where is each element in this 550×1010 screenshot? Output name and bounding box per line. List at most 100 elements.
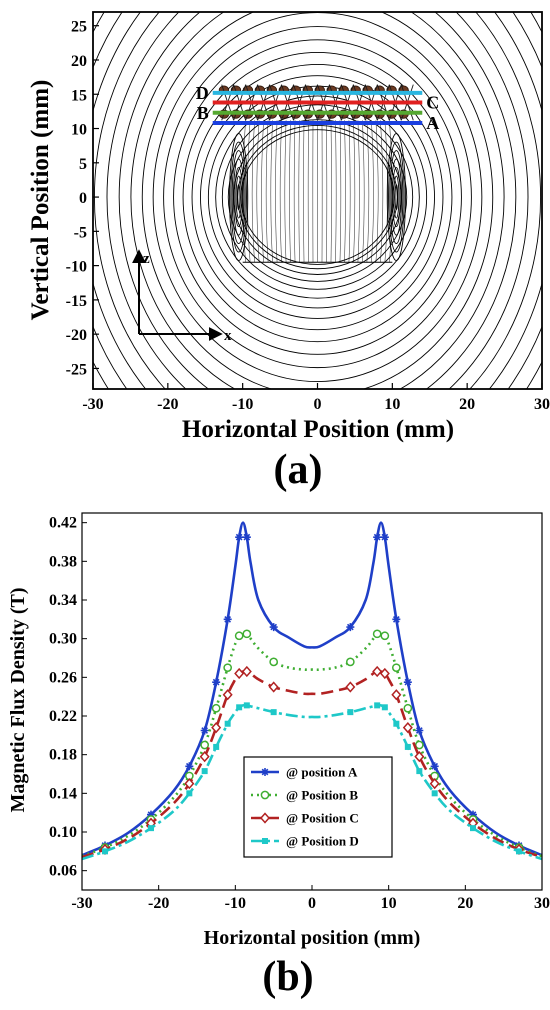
series-marker: [345, 657, 355, 667]
series-marker: [381, 704, 388, 711]
series-marker: [269, 623, 278, 632]
series-marker: [347, 709, 354, 716]
coordinate-axes-indicator: z x: [132, 249, 232, 344]
series-marker: [199, 750, 210, 763]
core-line: [284, 120, 287, 263]
position-label-d: D: [196, 83, 209, 103]
legend-marker: [261, 768, 269, 776]
series-marker: [201, 768, 208, 775]
plot-a-y-label: Vertical Position (mm): [27, 80, 54, 321]
legend-label: @ Position C: [286, 811, 359, 826]
core-line: [279, 120, 282, 263]
position-label-c: C: [426, 92, 439, 112]
field-loop: [230, 141, 247, 253]
y-tick-label: 0.22: [49, 708, 77, 725]
core-line: [353, 120, 356, 263]
series-marker: [270, 709, 277, 716]
core-line: [247, 120, 251, 263]
x-tick-label: 30: [534, 895, 550, 912]
magnet-core: [242, 120, 393, 263]
plot-a-x-label: Horizontal Position (mm): [182, 416, 454, 443]
series-marker: [223, 615, 232, 624]
field-loop: [231, 150, 246, 245]
field-line: [215, 95, 420, 299]
field-loop: [389, 150, 404, 245]
field-lines: [93, 12, 542, 389]
x-axis-label: x: [224, 328, 232, 344]
series-marker: [234, 631, 244, 641]
field-line: [191, 64, 444, 331]
series-marker: [392, 615, 401, 624]
field-line: [106, 12, 529, 389]
series-marker: [186, 790, 193, 797]
core-line: [303, 120, 305, 263]
flux-series: [82, 521, 542, 861]
series-line-1: [82, 632, 542, 858]
core-line: [330, 120, 332, 263]
series-marker: [148, 825, 154, 832]
core-line: [362, 120, 365, 263]
legend-marker: [259, 812, 271, 824]
field-line: [182, 52, 453, 343]
position-label-b: B: [197, 103, 209, 123]
series-marker: [213, 743, 220, 750]
position-label-a: A: [426, 113, 439, 133]
field-plot-panel: D C B A -30 -20 -10 0 10 20 30 -25 -20 -15 -10 -5 0 5 10 1…: [27, 11, 550, 493]
z-axis-label: z: [143, 251, 150, 267]
core-line: [389, 120, 393, 263]
core-line: [344, 120, 346, 263]
core-line: [298, 120, 300, 263]
core-line: [265, 120, 269, 263]
x-tick-label: -20: [148, 895, 169, 912]
x-tick-label: 20: [459, 396, 475, 413]
field-line: [163, 26, 472, 369]
field-loop: [393, 175, 400, 219]
series-marker: [211, 721, 222, 734]
y-tick-label: -20: [66, 327, 87, 344]
series-marker: [242, 629, 252, 639]
series-marker: [234, 667, 245, 680]
plot-b-frame: [81, 512, 543, 891]
series-marker: [431, 790, 438, 797]
core-line: [289, 120, 291, 263]
y-tick-label: -5: [74, 224, 87, 241]
core-line: [261, 120, 264, 263]
core-line: [384, 120, 388, 263]
field-loop: [236, 184, 241, 211]
field-loop: [235, 175, 242, 219]
series-marker: [402, 721, 413, 734]
y-tick-label: 0.42: [49, 515, 77, 532]
y-tick-label: -10: [66, 259, 87, 276]
legend-marker: [262, 838, 268, 844]
flux-density-panel: -30 -20 -10 0 10 20 30 0.06 0.10 0.14 0.18 0.22 0.26…: [7, 512, 550, 1000]
field-loop: [390, 158, 402, 236]
series-marker: [200, 740, 210, 750]
field-loop: [394, 184, 399, 211]
series-marker: [391, 663, 401, 673]
core-line: [256, 120, 260, 263]
series-marker: [404, 743, 411, 750]
y-tick-label: 10: [71, 122, 87, 139]
legend-label: @ position A: [286, 765, 358, 780]
series-marker: [242, 533, 251, 542]
panel-b-label: (b): [262, 954, 313, 1000]
series-marker: [429, 778, 440, 790]
series-marker: [212, 678, 221, 687]
field-line: [118, 12, 517, 389]
series-marker: [373, 533, 382, 542]
series-marker: [414, 750, 425, 763]
core-line: [242, 120, 246, 263]
x-tick-label: -10: [225, 895, 246, 912]
field-line: [130, 12, 505, 389]
y-tick-label: 0.14: [49, 785, 77, 802]
core-line: [366, 120, 370, 263]
series-marker: [235, 533, 244, 542]
y-tick-label: -25: [66, 361, 87, 378]
x-tick-label: -30: [71, 895, 92, 912]
series-marker: [380, 533, 389, 542]
core-line: [270, 120, 273, 263]
core-line: [275, 120, 278, 263]
series-marker: [200, 726, 209, 735]
x-tick-label: 30: [534, 396, 550, 413]
